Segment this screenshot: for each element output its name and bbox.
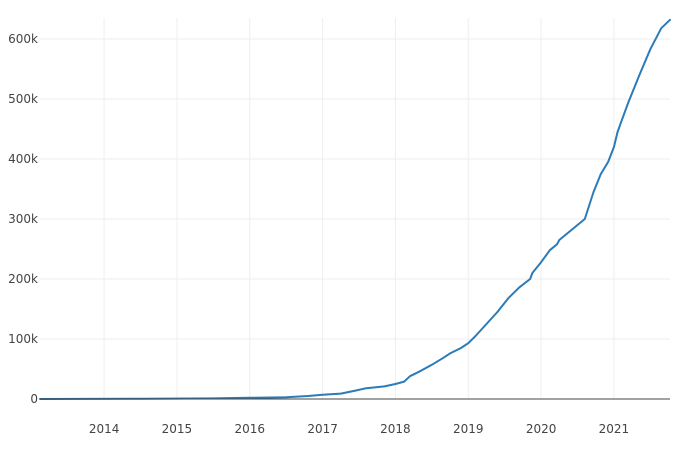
- x-tick-label: 2016: [234, 422, 265, 436]
- y-tick-label: 0: [30, 392, 38, 406]
- x-tick-label: 2015: [162, 422, 193, 436]
- y-tick-label: 500k: [8, 92, 38, 106]
- grid-layer: [40, 18, 670, 399]
- axis-layer: 2014 2015 2016 2017 2018 2019 2020 2021 0 100k 200…: [8, 32, 670, 436]
- x-tick-label: 2018: [380, 422, 411, 436]
- x-tick-label: 2020: [526, 422, 557, 436]
- series-line: [39, 18, 671, 400]
- y-tick-label: 100k: [8, 332, 38, 346]
- y-tick-label: 200k: [8, 272, 38, 286]
- x-tick-label: 2017: [307, 422, 338, 436]
- y-tick-label: 300k: [8, 212, 38, 226]
- x-tick-label: 2019: [453, 422, 484, 436]
- x-tick-label: 2014: [89, 422, 120, 436]
- y-tick-label: 600k: [8, 32, 38, 46]
- x-tick-label: 2021: [599, 422, 630, 436]
- series-layer: [39, 18, 671, 400]
- y-tick-label: 400k: [8, 152, 38, 166]
